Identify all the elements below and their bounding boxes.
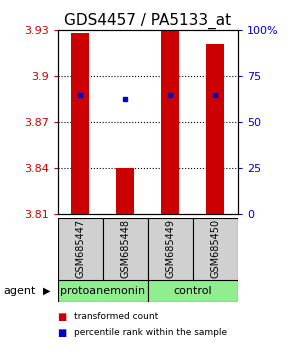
- Text: agent: agent: [3, 286, 35, 296]
- Bar: [103, 218, 148, 280]
- Text: transformed count: transformed count: [74, 312, 158, 321]
- Text: ■: ■: [58, 328, 70, 338]
- Text: GSM685448: GSM685448: [120, 219, 130, 278]
- Text: GSM685450: GSM685450: [210, 219, 220, 278]
- Text: protoanemonin: protoanemonin: [60, 286, 146, 296]
- Text: percentile rank within the sample: percentile rank within the sample: [74, 328, 227, 337]
- Title: GDS4457 / PA5133_at: GDS4457 / PA5133_at: [64, 12, 231, 29]
- Text: GSM685449: GSM685449: [165, 219, 175, 278]
- Bar: [58, 218, 103, 280]
- Bar: [148, 218, 193, 280]
- Text: control: control: [173, 286, 212, 296]
- Bar: [193, 218, 238, 280]
- Bar: [71, 33, 89, 214]
- Bar: [161, 30, 179, 214]
- Bar: [58, 280, 148, 302]
- Bar: [148, 280, 238, 302]
- Bar: [206, 44, 224, 214]
- Bar: [116, 168, 134, 214]
- Text: ▶: ▶: [43, 286, 51, 296]
- Text: ■: ■: [58, 312, 70, 322]
- Text: GSM685447: GSM685447: [75, 219, 86, 278]
